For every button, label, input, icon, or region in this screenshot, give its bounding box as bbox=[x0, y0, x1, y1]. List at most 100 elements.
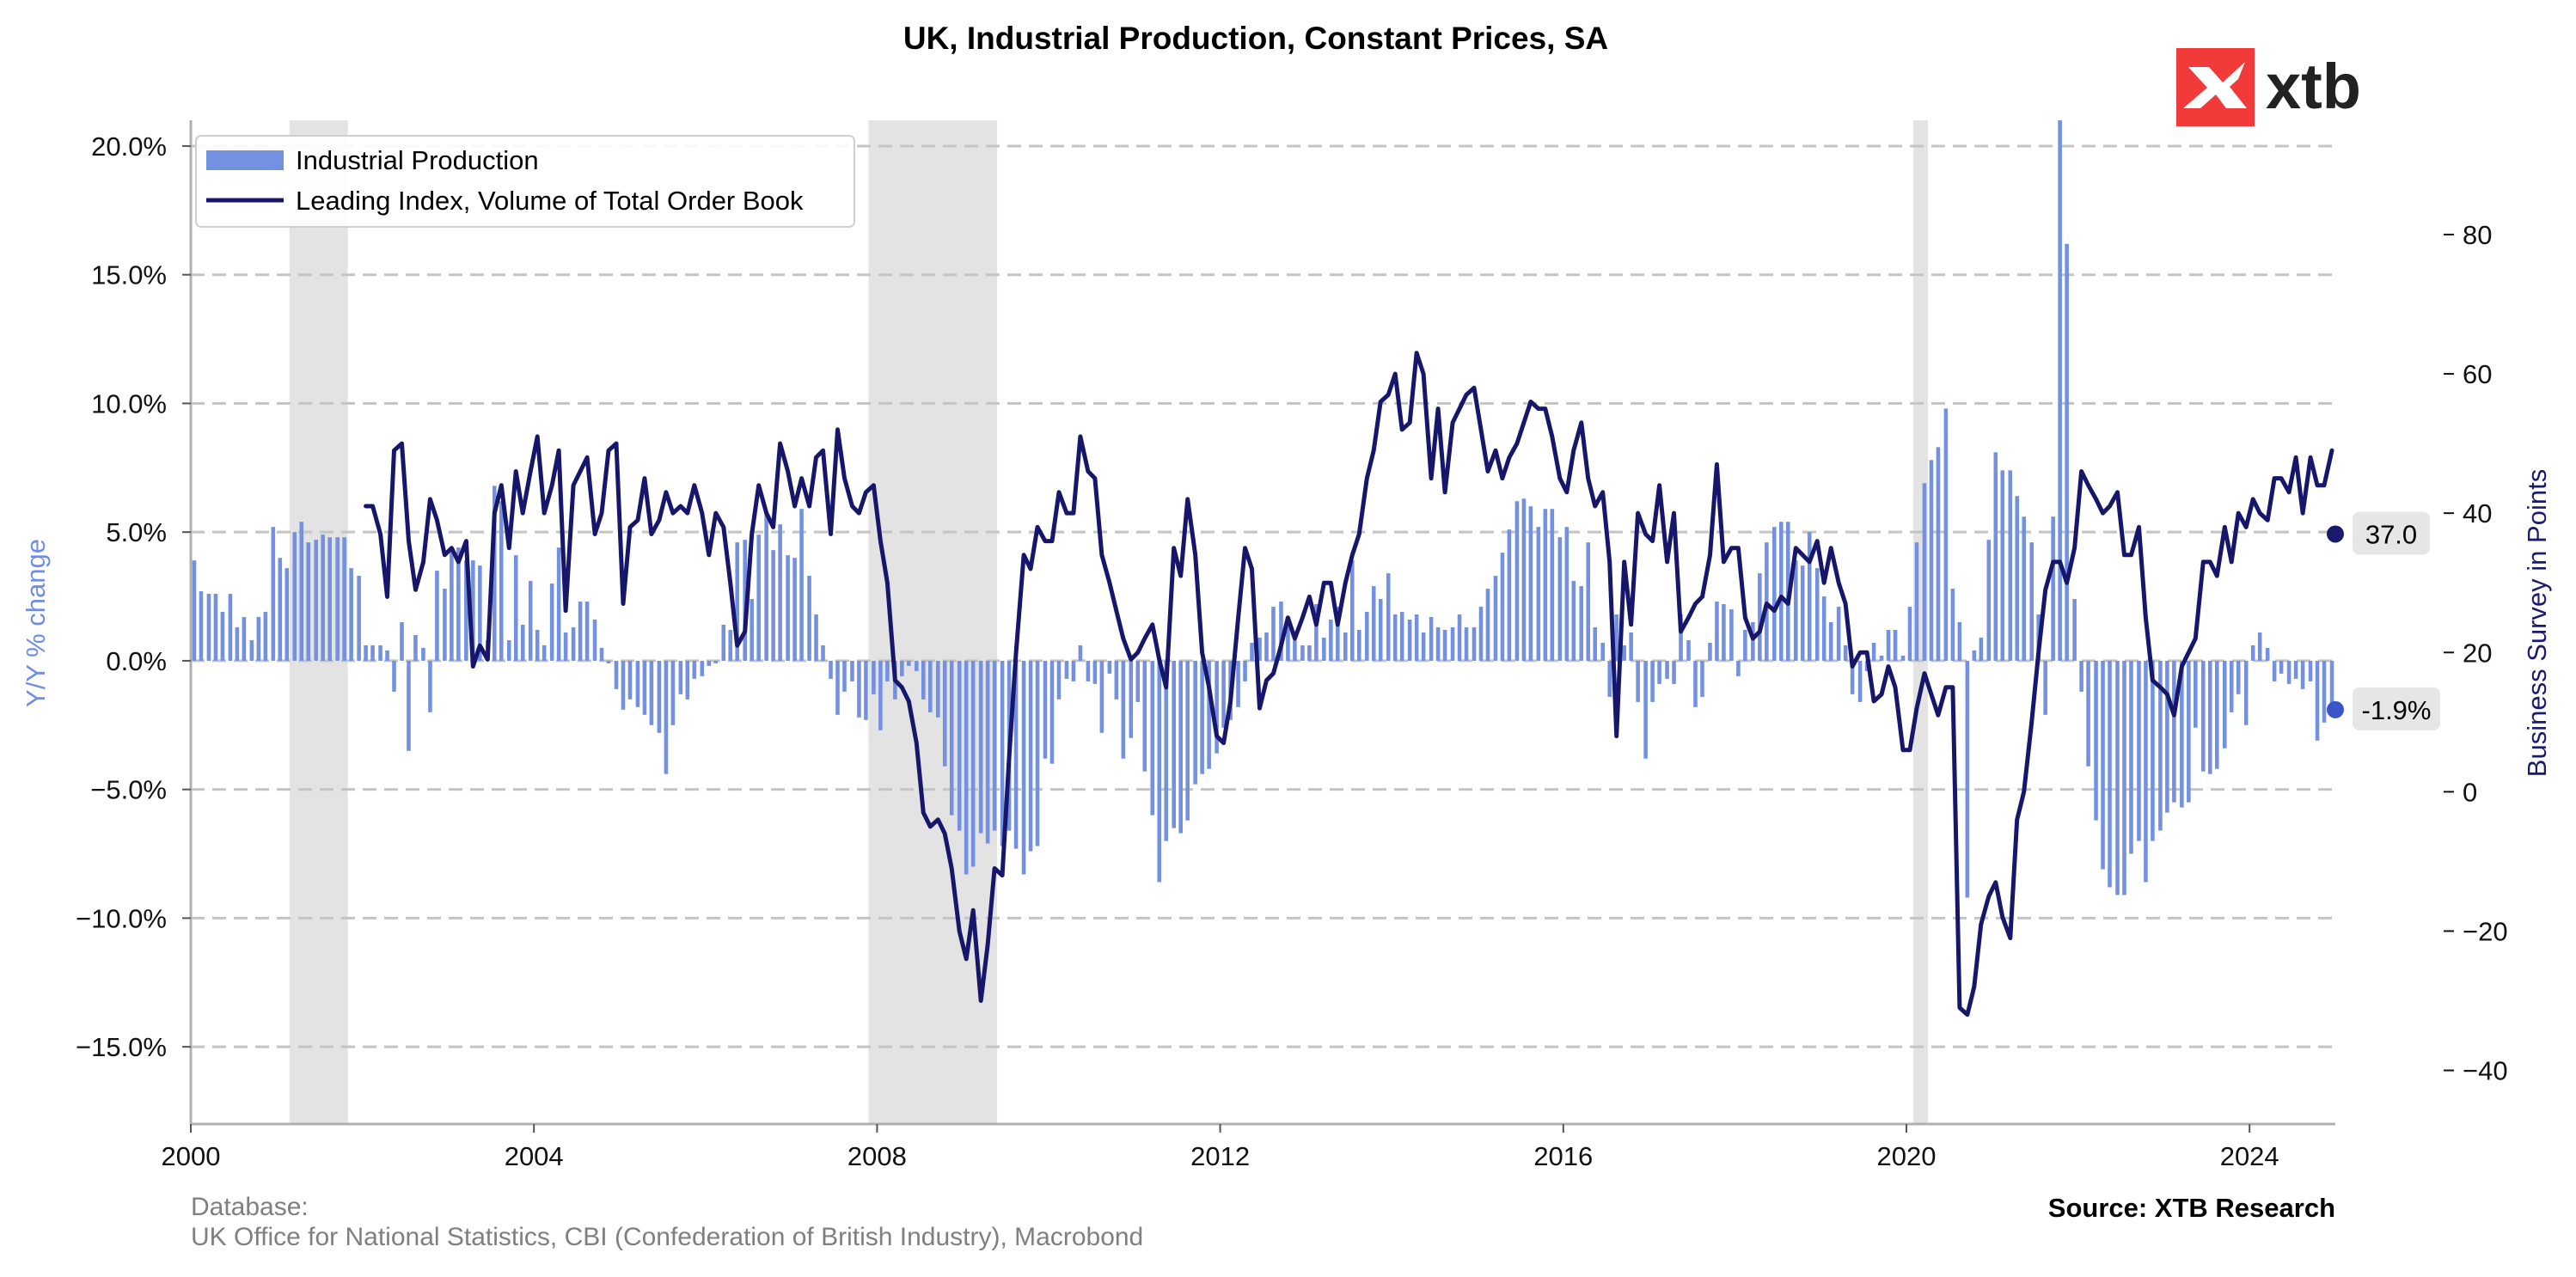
industrial-production-bar bbox=[2015, 496, 2020, 661]
industrial-production-bar bbox=[1857, 660, 1863, 702]
industrial-production-bar bbox=[821, 645, 825, 661]
line-series bbox=[364, 351, 2334, 1017]
industrial-production-bar bbox=[728, 629, 733, 661]
industrial-production-bar bbox=[192, 560, 197, 661]
industrial-production-bar bbox=[370, 645, 375, 661]
industrial-production-bar bbox=[1879, 655, 1884, 661]
industrial-production-bar bbox=[1300, 645, 1305, 661]
industrial-production-bar bbox=[563, 632, 568, 661]
industrial-production-bar bbox=[1013, 660, 1019, 849]
industrial-production-bar bbox=[2086, 660, 2090, 767]
industrial-production-bar bbox=[799, 509, 804, 661]
industrial-production-bar bbox=[2214, 660, 2219, 769]
industrial-production-bar bbox=[1914, 542, 1919, 661]
industrial-production-bar bbox=[1485, 589, 1490, 661]
industrial-production-bar bbox=[750, 599, 754, 661]
industrial-production-bar bbox=[478, 565, 482, 661]
industrial-production-bar bbox=[256, 617, 261, 661]
right-tick-label: −20 bbox=[2463, 916, 2508, 946]
industrial-production-bar bbox=[1071, 660, 1076, 681]
last-value-badge bbox=[2353, 511, 2430, 555]
industrial-production-bar bbox=[756, 535, 761, 661]
industrial-production-bar bbox=[1871, 642, 1876, 661]
industrial-production-bar bbox=[1600, 642, 1605, 661]
industrial-production-bar bbox=[392, 660, 396, 692]
industrial-production-bar bbox=[385, 650, 389, 661]
industrial-production-bar bbox=[1758, 573, 1762, 661]
industrial-production-bar bbox=[1614, 614, 1618, 661]
industrial-production-bar bbox=[428, 660, 432, 712]
x-tick-label: 2016 bbox=[1533, 1141, 1593, 1171]
industrial-production-bar bbox=[1000, 660, 1005, 846]
industrial-production-bar bbox=[707, 660, 712, 666]
industrial-production-bar bbox=[2101, 660, 2105, 870]
industrial-production-bar bbox=[2208, 660, 2212, 774]
industrial-production-bar bbox=[2158, 660, 2163, 831]
industrial-production-bar bbox=[2315, 660, 2320, 741]
industrial-production-bar bbox=[314, 540, 318, 661]
industrial-production-bar bbox=[1586, 542, 1591, 661]
industrial-production-bar bbox=[2300, 660, 2305, 689]
industrial-production-bar bbox=[2029, 542, 2034, 661]
gridlines bbox=[191, 144, 2335, 1048]
industrial-production-bar bbox=[1936, 447, 1941, 661]
legend-frame bbox=[195, 135, 855, 228]
industrial-production-bar bbox=[1207, 660, 1211, 769]
industrial-production-bar bbox=[421, 647, 425, 661]
industrial-production-bar bbox=[450, 547, 454, 661]
industrial-production-bar bbox=[1986, 540, 1992, 661]
industrial-production-bar bbox=[642, 660, 647, 715]
last-value-dot bbox=[2327, 525, 2344, 543]
recession-band bbox=[1912, 120, 1928, 1124]
industrial-production-bar bbox=[1622, 645, 1626, 661]
industrial-production-bar bbox=[1172, 660, 1176, 828]
industrial-production-bar bbox=[2000, 470, 2005, 661]
industrial-production-bar bbox=[335, 537, 340, 661]
industrial-production-bar bbox=[1142, 660, 1147, 772]
x-tick-label: 2000 bbox=[162, 1141, 221, 1171]
industrial-production-bar bbox=[942, 660, 947, 767]
left-tick-label: 20.0% bbox=[91, 131, 167, 162]
industrial-production-bar bbox=[678, 660, 683, 694]
industrial-production-bar bbox=[842, 660, 847, 692]
industrial-production-bar bbox=[2079, 660, 2083, 692]
industrial-production-bar bbox=[2072, 599, 2077, 661]
industrial-production-bar bbox=[1135, 660, 1141, 702]
xtb-logo-x-icon bbox=[2183, 62, 2247, 108]
industrial-production-bar bbox=[1464, 626, 1469, 661]
industrial-production-bar bbox=[1293, 639, 1297, 661]
industrial-production-bar bbox=[306, 542, 311, 661]
industrial-production-bar bbox=[649, 660, 654, 725]
industrial-production-bar bbox=[2243, 660, 2249, 725]
industrial-production-bar bbox=[2144, 660, 2148, 883]
left-tick-label: 0.0% bbox=[106, 646, 167, 676]
industrial-production-bar bbox=[743, 540, 747, 661]
industrial-production-bar bbox=[1500, 553, 1505, 661]
industrial-production-bar bbox=[400, 622, 404, 661]
industrial-production-bar bbox=[2122, 660, 2126, 895]
industrial-production-bar bbox=[1900, 655, 1906, 661]
left-tick-label: 15.0% bbox=[91, 260, 167, 290]
industrial-production-bar bbox=[1092, 660, 1098, 684]
industrial-production-bar bbox=[1729, 609, 1734, 661]
industrial-production-bar bbox=[1543, 509, 1548, 661]
legend: Industrial Production Leading Index, Vol… bbox=[195, 135, 855, 228]
industrial-production-bar bbox=[2180, 660, 2184, 808]
industrial-production-bar bbox=[1686, 639, 1691, 661]
right-axis-label: Business Survey in Points bbox=[2522, 469, 2552, 777]
x-tick-label: 2012 bbox=[1190, 1141, 1250, 1171]
industrial-production-bar bbox=[1364, 612, 1369, 661]
industrial-production-bar bbox=[614, 660, 619, 689]
industrial-production-bar bbox=[327, 537, 332, 661]
industrial-production-bar bbox=[786, 555, 790, 661]
footer-database-sources: UK Office for National Statistics, CBI (… bbox=[191, 1223, 1143, 1251]
industrial-production-bar bbox=[2279, 660, 2284, 674]
industrial-production-bar bbox=[685, 660, 690, 700]
industrial-production-bar bbox=[456, 547, 461, 661]
legend-line-label: Leading Index, Volume of Total Order Boo… bbox=[296, 186, 804, 216]
industrial-production-bar bbox=[1371, 586, 1376, 661]
industrial-production-bar bbox=[1392, 614, 1398, 661]
industrial-production-bar bbox=[506, 639, 511, 661]
last-value-dot bbox=[2327, 700, 2344, 718]
industrial-production-bar bbox=[1814, 568, 1820, 661]
